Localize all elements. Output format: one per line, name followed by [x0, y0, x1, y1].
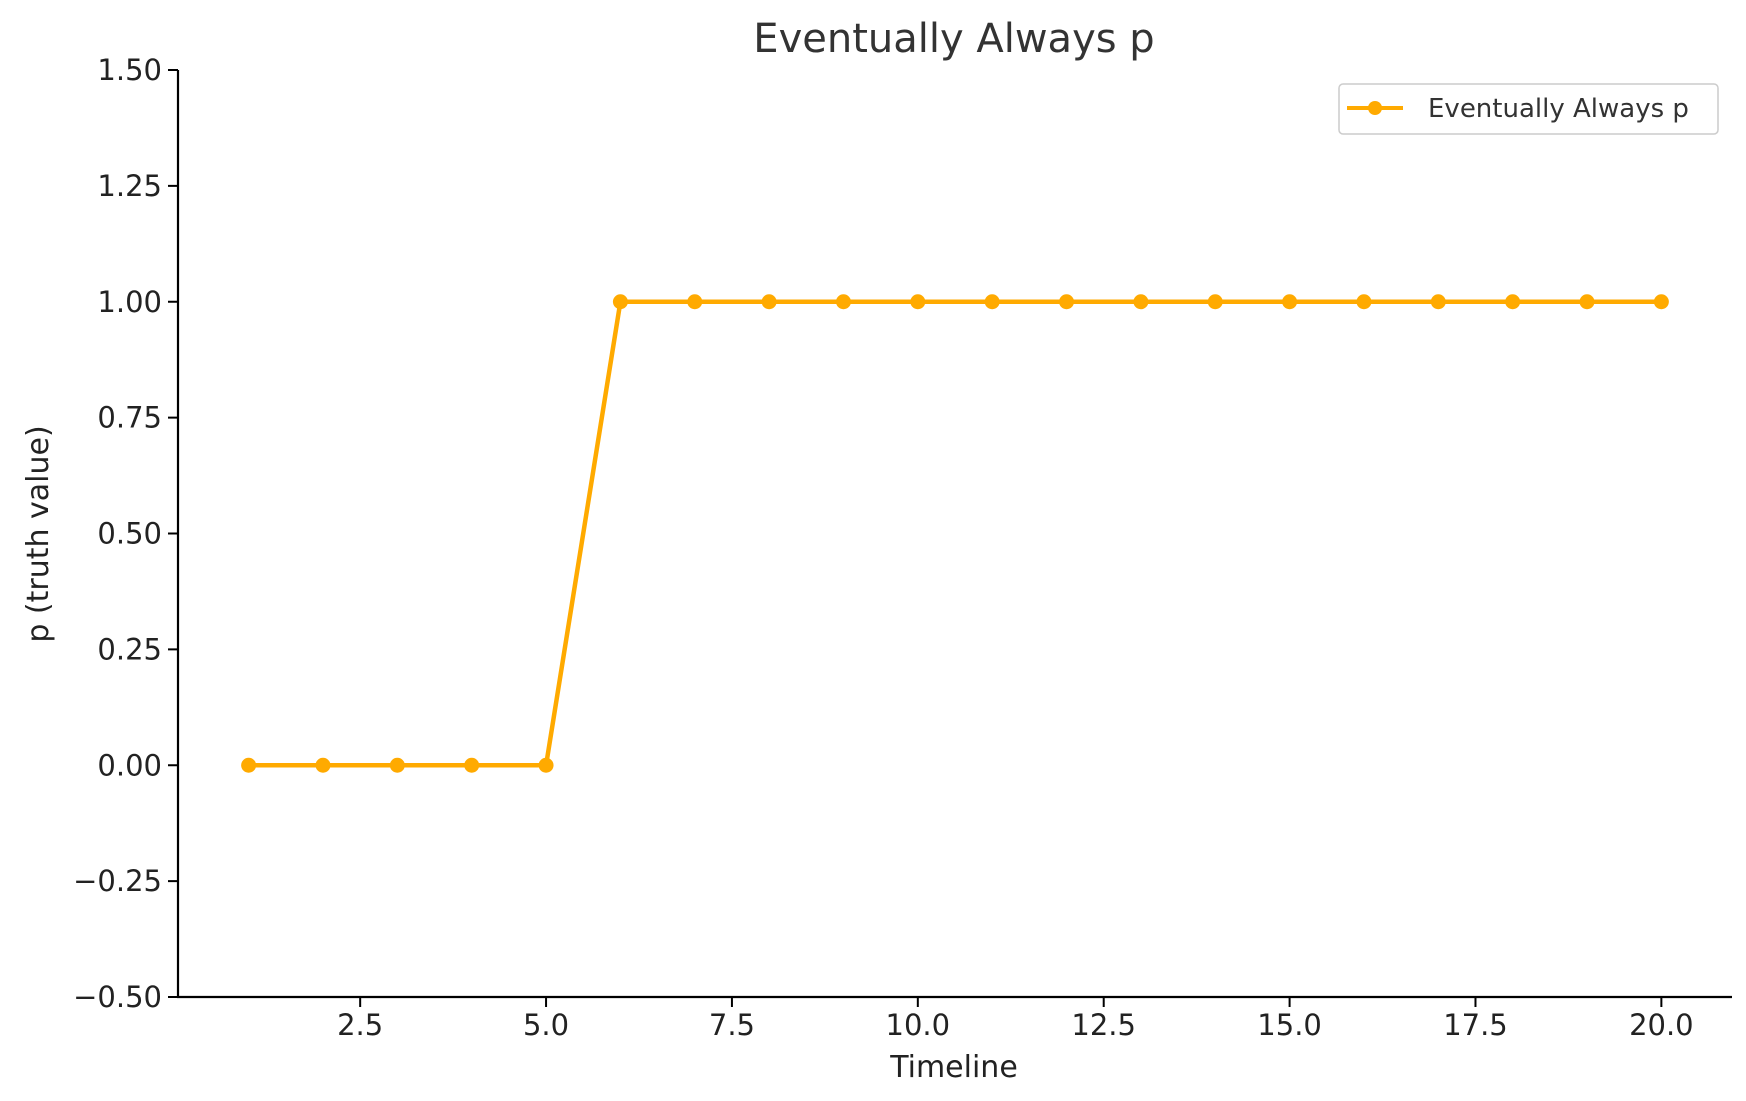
y-tick-label: −0.25: [73, 864, 162, 898]
data-point: [835, 294, 851, 310]
x-tick-label: 20.0: [1629, 1008, 1694, 1042]
data-point: [612, 294, 628, 310]
series-line: [248, 299, 1662, 768]
x-ticks: 2.5 5.0 7.5 10.0 12.5 15.0 17.5 20.0: [337, 997, 1694, 1042]
x-tick-label: 15.0: [1257, 1008, 1322, 1042]
y-tick-label: 1.50: [97, 53, 162, 87]
y-ticks: −0.50 −0.25 0.00 0.25 0.50 0.75 1.00 1.25 1.50: [73, 53, 178, 1014]
data-point: [1653, 294, 1669, 310]
data-point: [1356, 294, 1372, 310]
data-point: [389, 757, 405, 773]
y-tick-label: −0.50: [73, 980, 162, 1014]
data-point: [1505, 294, 1521, 310]
data-point: [1430, 294, 1446, 310]
data-point: [1059, 294, 1075, 310]
y-tick-label: 1.00: [97, 285, 162, 319]
x-tick-label: 17.5: [1443, 1008, 1508, 1042]
y-tick-label: 0.00: [97, 748, 162, 782]
chart-title: Eventually Always p: [753, 16, 1154, 62]
x-tick-label: 10.0: [886, 1008, 951, 1042]
data-point: [1282, 294, 1298, 310]
x-tick-label: 7.5: [709, 1008, 755, 1042]
legend-box: [1338, 83, 1719, 135]
legend-label: Eventually Always p: [1428, 94, 1689, 124]
x-tick-label: 12.5: [1071, 1008, 1136, 1042]
data-point: [687, 294, 703, 310]
y-tick-label: 0.75: [97, 401, 162, 435]
y-axis-label: p (truth value): [21, 425, 56, 642]
data-point: [1579, 294, 1595, 310]
data-point: [1133, 294, 1149, 310]
data-point: [538, 757, 554, 773]
data-point: [241, 757, 257, 773]
y-tick-label: 0.25: [97, 632, 162, 666]
x-tick-label: 5.0: [523, 1008, 569, 1042]
x-tick-label: 2.5: [337, 1008, 383, 1042]
y-tick-label: 1.25: [97, 169, 162, 203]
data-point: [984, 294, 1000, 310]
legend-marker-swatch: [1368, 101, 1382, 115]
legend: Eventually Always p: [1338, 83, 1719, 135]
data-point: [1207, 294, 1223, 310]
y-tick-label: 0.50: [97, 517, 162, 551]
axes: [176, 70, 1732, 999]
x-axis-label: Timeline: [889, 1050, 1018, 1085]
data-point: [761, 294, 777, 310]
data-point: [464, 757, 480, 773]
data-point: [315, 757, 331, 773]
series-layer: [241, 294, 1669, 773]
data-point: [910, 294, 926, 310]
